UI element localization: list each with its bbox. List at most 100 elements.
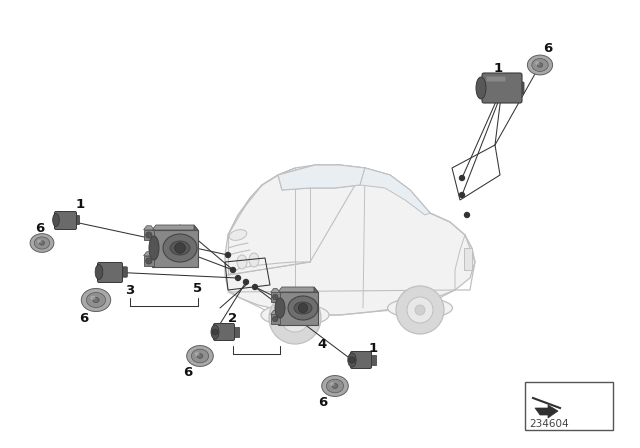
FancyBboxPatch shape <box>54 211 77 229</box>
Ellipse shape <box>322 375 348 396</box>
Ellipse shape <box>288 296 318 320</box>
Text: 3: 3 <box>125 284 134 297</box>
Bar <box>152 230 198 267</box>
Text: 6: 6 <box>318 396 328 409</box>
Circle shape <box>146 232 152 238</box>
Ellipse shape <box>95 264 103 280</box>
Text: 6: 6 <box>184 366 193 379</box>
Polygon shape <box>535 405 558 418</box>
Circle shape <box>460 193 465 198</box>
Circle shape <box>225 253 230 258</box>
Ellipse shape <box>37 240 42 243</box>
Circle shape <box>465 212 470 217</box>
FancyBboxPatch shape <box>351 352 371 369</box>
FancyBboxPatch shape <box>514 82 524 94</box>
Ellipse shape <box>229 230 247 241</box>
Circle shape <box>290 313 300 323</box>
Ellipse shape <box>261 304 329 326</box>
Ellipse shape <box>330 382 335 386</box>
Polygon shape <box>194 225 198 266</box>
Circle shape <box>230 267 236 272</box>
Polygon shape <box>143 252 154 256</box>
Circle shape <box>269 292 321 344</box>
FancyBboxPatch shape <box>482 73 522 103</box>
Circle shape <box>415 305 425 315</box>
Text: 4: 4 <box>317 337 326 350</box>
Ellipse shape <box>81 289 111 311</box>
Ellipse shape <box>332 383 338 388</box>
Ellipse shape <box>86 293 106 307</box>
Ellipse shape <box>294 302 312 314</box>
Bar <box>278 292 318 325</box>
Ellipse shape <box>348 353 356 367</box>
Ellipse shape <box>527 55 552 75</box>
Polygon shape <box>152 225 198 230</box>
Polygon shape <box>225 165 475 315</box>
FancyBboxPatch shape <box>117 267 127 277</box>
Text: 5: 5 <box>193 281 203 294</box>
Bar <box>231 327 239 337</box>
Ellipse shape <box>195 352 200 356</box>
Bar <box>271 314 280 323</box>
FancyBboxPatch shape <box>70 215 79 224</box>
Text: 6: 6 <box>79 311 88 324</box>
Ellipse shape <box>187 345 213 366</box>
Text: 2: 2 <box>228 311 237 324</box>
Bar <box>464 248 472 270</box>
Bar <box>368 355 376 365</box>
FancyBboxPatch shape <box>97 263 122 283</box>
Circle shape <box>407 297 433 323</box>
Text: 1: 1 <box>369 341 378 354</box>
FancyBboxPatch shape <box>486 77 506 82</box>
Text: 234604: 234604 <box>529 419 569 429</box>
Circle shape <box>253 284 257 289</box>
Polygon shape <box>360 168 430 215</box>
Circle shape <box>175 243 185 253</box>
Ellipse shape <box>532 59 548 71</box>
Ellipse shape <box>40 241 45 245</box>
Circle shape <box>281 304 309 332</box>
Polygon shape <box>271 310 280 314</box>
Ellipse shape <box>387 298 452 318</box>
Polygon shape <box>314 287 318 324</box>
Bar <box>525 382 613 430</box>
Ellipse shape <box>93 297 99 303</box>
Ellipse shape <box>476 77 486 99</box>
Circle shape <box>212 329 218 335</box>
Circle shape <box>243 280 248 284</box>
Polygon shape <box>278 287 318 292</box>
Ellipse shape <box>163 234 197 262</box>
Ellipse shape <box>249 253 259 267</box>
Circle shape <box>273 294 278 300</box>
Ellipse shape <box>149 236 159 260</box>
Ellipse shape <box>170 241 190 255</box>
Text: 1: 1 <box>76 198 84 211</box>
FancyBboxPatch shape <box>214 323 234 340</box>
Text: 6: 6 <box>543 42 552 55</box>
Text: 6: 6 <box>35 221 45 234</box>
Ellipse shape <box>211 325 219 339</box>
Ellipse shape <box>237 255 247 269</box>
Circle shape <box>273 316 278 322</box>
Circle shape <box>236 276 241 280</box>
Bar <box>143 230 154 240</box>
Ellipse shape <box>191 349 209 363</box>
Circle shape <box>396 286 444 334</box>
Circle shape <box>298 303 308 313</box>
Circle shape <box>349 357 355 363</box>
Polygon shape <box>271 289 280 293</box>
Ellipse shape <box>535 61 540 65</box>
Bar <box>143 256 154 266</box>
Circle shape <box>460 176 465 181</box>
Ellipse shape <box>538 63 543 67</box>
Polygon shape <box>278 165 365 190</box>
Ellipse shape <box>197 353 203 358</box>
Ellipse shape <box>35 237 50 249</box>
Ellipse shape <box>275 298 285 318</box>
Ellipse shape <box>90 296 95 300</box>
Ellipse shape <box>30 234 54 252</box>
Polygon shape <box>143 226 154 230</box>
Bar <box>271 293 280 302</box>
Circle shape <box>146 258 152 264</box>
Ellipse shape <box>52 214 60 227</box>
